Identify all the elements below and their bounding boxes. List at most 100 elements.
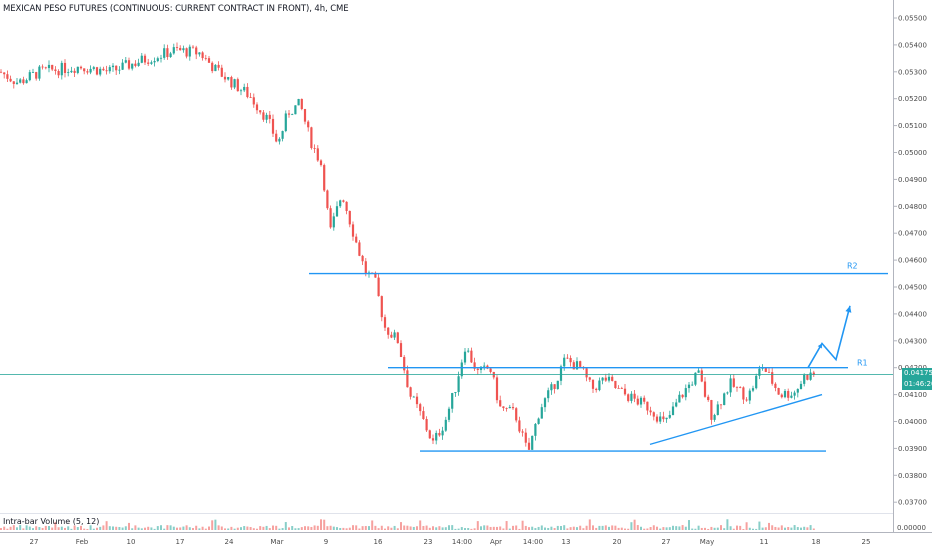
volume-bar <box>672 525 674 530</box>
candle-body <box>812 372 815 375</box>
volume-bar <box>691 528 694 530</box>
volume-bar <box>809 525 812 530</box>
candle-body <box>396 332 399 344</box>
candle-body <box>524 432 527 443</box>
candle-body <box>668 415 671 418</box>
price-tick-label: 0.04700 <box>898 230 927 238</box>
volume-bar <box>620 527 623 530</box>
price-axis[interactable]: 0.05500 0.05400 0.05300 0.05200 0.05100 0.050… <box>893 15 927 507</box>
volume-bar <box>198 528 201 530</box>
volume-bar <box>44 525 47 530</box>
candle-body <box>550 384 553 391</box>
candle-body <box>748 390 751 401</box>
candle-body <box>694 372 697 385</box>
candle-body <box>447 408 451 420</box>
volume-bar <box>758 521 761 530</box>
current-price-tag: 0.04175 <box>902 368 932 380</box>
candle-body <box>700 370 703 382</box>
trend-line[interactable] <box>649 393 823 446</box>
candle-body <box>521 431 524 433</box>
volume-bar <box>403 525 406 530</box>
volume-bar <box>32 528 34 530</box>
volume-bar <box>550 526 553 530</box>
candle-body <box>355 236 358 243</box>
candle-body <box>502 406 505 409</box>
candle-body <box>444 419 447 431</box>
volume-bar <box>230 526 233 530</box>
volume-bar <box>182 526 185 530</box>
volume-bar <box>544 527 546 530</box>
candle-body <box>351 224 355 237</box>
volume-bar <box>99 526 102 530</box>
volume-bar <box>368 526 370 530</box>
volume-bar <box>646 528 649 530</box>
candle-body <box>175 47 179 48</box>
candle-body <box>611 376 614 381</box>
candle-body <box>297 98 300 106</box>
candle-body <box>607 376 611 381</box>
candle-body <box>569 357 572 363</box>
volume-bar <box>352 525 354 530</box>
candle-body <box>771 372 774 384</box>
candle-body <box>755 375 758 389</box>
candle-body <box>598 380 601 391</box>
volume-bar <box>112 526 114 530</box>
projection-path[interactable] <box>807 305 851 369</box>
volume-bar <box>566 528 569 530</box>
candle-body <box>454 392 457 394</box>
candle-body <box>566 357 569 359</box>
candle-body <box>147 62 150 64</box>
volume-bar <box>217 525 220 530</box>
price-tick-label: 0.05300 <box>898 68 927 76</box>
candle-body <box>300 98 303 110</box>
candle-body <box>499 400 502 407</box>
volume-bar <box>572 526 575 530</box>
candle-body <box>54 69 57 72</box>
candle-body <box>118 69 121 71</box>
countdown-tag: 01:46:20 <box>902 379 932 391</box>
volume-bar <box>560 526 562 530</box>
candle-body <box>393 332 396 338</box>
volume-bar <box>307 526 310 530</box>
candle-body <box>57 71 60 76</box>
volume-bar <box>537 526 540 530</box>
time-axis[interactable]: 27 Feb 10 17 24 Mar 9 16 23 14:00 Apr 14:00 13 20 27 Ma… <box>30 538 871 546</box>
volume-bar <box>387 526 390 530</box>
time-tick-label: 27 <box>662 538 671 546</box>
candle-body <box>3 72 6 75</box>
volume-bar <box>428 527 431 530</box>
volume-bar <box>89 525 92 530</box>
volume-bar <box>454 528 457 530</box>
candle-body <box>185 48 188 57</box>
volume-bar <box>697 525 700 530</box>
candle-body <box>207 58 211 63</box>
drawings[interactable]: R2 R1 <box>0 262 893 452</box>
candle-body <box>319 160 323 166</box>
volume-indicator-label[interactable]: Intra-bar Volume (5, 12) <box>3 517 100 526</box>
candle-body <box>473 362 476 369</box>
projection-spike-head <box>817 343 822 349</box>
volume-bar <box>156 526 159 530</box>
volume-bar <box>278 528 281 530</box>
candle-body <box>0 71 3 73</box>
volume-bar <box>220 526 223 530</box>
volume-bar <box>528 527 530 530</box>
candle-body <box>60 62 63 76</box>
volume-bar <box>777 527 780 530</box>
candle-body <box>243 86 246 91</box>
volume-bar <box>208 526 210 530</box>
volume-bar <box>761 527 764 530</box>
candle-body <box>790 395 793 398</box>
volume-bar <box>441 527 444 530</box>
volume-bar <box>473 528 476 530</box>
volume-bar <box>345 528 348 530</box>
volume-bar <box>547 527 550 530</box>
volume-bar <box>195 525 198 530</box>
volume-bar <box>515 525 518 530</box>
volume-bar <box>700 527 703 530</box>
candle-body <box>399 343 403 358</box>
price-tick-label: 0.04600 <box>898 257 927 265</box>
candle-body <box>291 114 294 116</box>
volume-bar <box>755 528 758 530</box>
